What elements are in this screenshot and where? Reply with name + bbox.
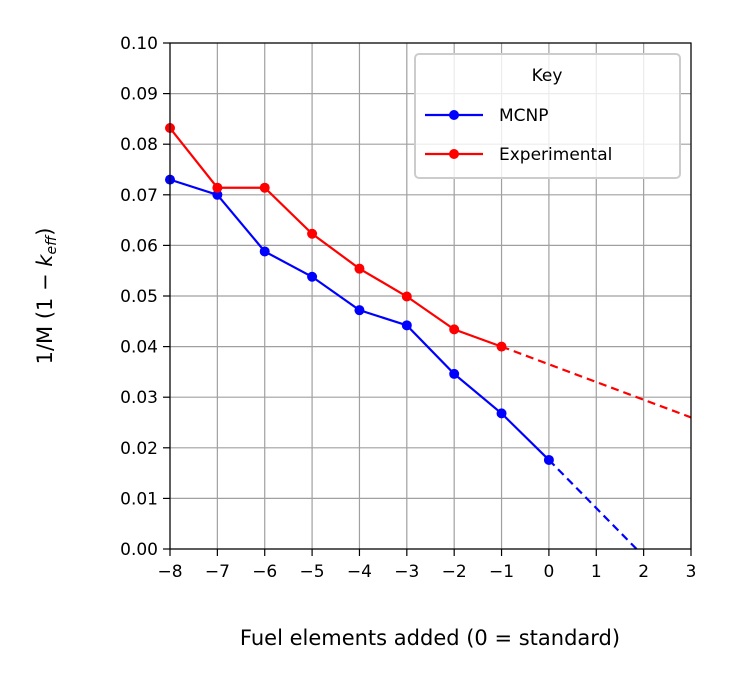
data-point [212,189,223,200]
x-tick-label: 2 [638,562,649,582]
x-tick-label: 0 [543,562,554,582]
data-point [354,263,365,274]
y-tick-label: 0.10 [120,34,158,54]
x-axis-label: Fuel elements added (0 = standard) [240,626,620,650]
data-point [259,246,270,257]
y-tick-label: 0.02 [120,439,158,459]
y-tick-label: 0.01 [120,489,158,509]
x-tick-label: −3 [394,562,419,582]
extrapolation-line [548,459,638,550]
series-line [169,127,502,348]
series-experimental [165,123,692,419]
y-tick-label: 0.03 [120,388,158,408]
series-layer [165,123,692,550]
legend-box [414,53,681,179]
data-point [307,228,318,239]
y-tick-label: 0.06 [120,236,158,256]
data-point [259,182,270,193]
x-tick-label: −8 [157,562,182,582]
legend: Key MCNP Experimental [414,53,681,179]
y-tick-label: 0.07 [120,186,158,206]
y-tick-label: 0.08 [120,135,158,155]
data-point [307,271,318,282]
data-point [401,291,412,302]
legend-swatch-marker [449,149,459,159]
x-tick-label: 3 [686,562,697,582]
x-tick-label: −6 [252,562,277,582]
x-tick-label: −4 [347,562,372,582]
legend-title: Key [532,66,563,86]
y-axis-label: 1/M (1 − keff) [33,228,60,365]
data-point [449,368,460,379]
x-tick-label: −1 [489,562,514,582]
legend-entry: MCNP [425,106,549,126]
series-mcnp [165,174,638,550]
axis-ticks: −8 −7 −6 −5 −4 −3 −2 −1 0 1 2 3 0.00 0.01 0.02 0.03 0.04… [120,34,696,582]
y-tick-label: 0.04 [120,338,158,358]
data-point [449,324,460,335]
data-point [401,320,412,331]
legend-entry: Experimental [425,145,612,165]
legend-swatch-marker [449,110,459,120]
x-tick-label: −5 [300,562,325,582]
x-tick-label: 1 [591,562,602,582]
legend-label: MCNP [499,106,549,126]
data-point [543,454,554,465]
legend-entries: MCNP Experimental [425,106,612,165]
extrapolation-line [501,345,692,419]
y-tick-label: 0.09 [120,85,158,105]
legend-label: Experimental [499,145,612,165]
y-tick-label: 0.00 [120,540,158,560]
data-point [496,341,507,352]
x-tick-label: −7 [205,562,230,582]
data-point [212,182,223,193]
data-point [496,408,507,419]
x-tick-label: −2 [442,562,467,582]
data-point [354,305,365,316]
y-tick-label: 0.05 [120,287,158,307]
